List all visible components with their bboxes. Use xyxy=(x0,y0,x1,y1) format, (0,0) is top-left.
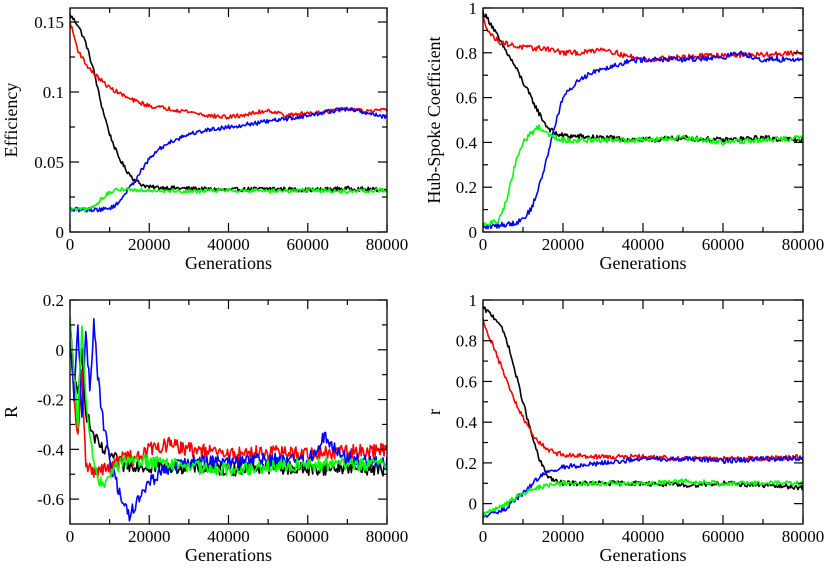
series-line-green xyxy=(70,187,387,213)
x-tick-label: 80000 xyxy=(366,235,409,254)
x-axis-title: Generations xyxy=(600,253,687,273)
series-line-blue xyxy=(483,455,803,518)
y-tick-label: 0 xyxy=(469,223,478,242)
x-axis-title: Generations xyxy=(185,545,272,565)
series-group xyxy=(70,13,387,213)
y-tick-label: -0.2 xyxy=(37,391,64,410)
y-tick-label: 0.4 xyxy=(456,133,478,152)
x-tick-label: 40000 xyxy=(207,235,250,254)
chart-panel-bottom-right: 0 20000 40000 60000 80000 0 0.2 0.4 0.6 0.8 1 Gener… xyxy=(424,291,824,565)
x-tick-label: 40000 xyxy=(622,527,665,546)
y-tick-label: 0.2 xyxy=(456,178,477,197)
series-line-red xyxy=(483,318,803,463)
series-line-red xyxy=(483,17,803,63)
series-line-red xyxy=(70,20,387,120)
x-tick-label: 60000 xyxy=(702,527,745,546)
y-tick-label: 0 xyxy=(469,495,478,514)
series-line-blue xyxy=(483,50,803,230)
y-tick-label: 0.2 xyxy=(456,454,477,473)
y-tick-label: 1 xyxy=(469,0,478,18)
x-tick-label: 80000 xyxy=(366,527,409,546)
x-tick-label: 20000 xyxy=(128,235,171,254)
plot-frame xyxy=(482,7,804,233)
x-axis-title: Generations xyxy=(185,253,272,273)
x-tick-label: 0 xyxy=(66,527,75,546)
x-axis-title: Generations xyxy=(600,545,687,565)
x-tick-label: 0 xyxy=(479,527,488,546)
chart-panel-bottom-left: 0 20000 40000 60000 80000 -0.6 -0.4 -0.2 0 0.2 Gen… xyxy=(1,291,408,565)
y-tick-label: 0 xyxy=(56,223,65,242)
y-tick-label: 0.2 xyxy=(43,291,64,310)
y-axis-title: r xyxy=(424,409,444,415)
x-tick-label: 40000 xyxy=(622,235,665,254)
series-line-red xyxy=(70,333,387,480)
chart-panel-top-right: 0 20000 40000 60000 80000 0 0.2 0.4 0.6 0.8 1 Gener… xyxy=(424,0,824,273)
series-line-blue xyxy=(70,317,387,522)
x-tick-label: 80000 xyxy=(782,527,825,546)
series-line-green xyxy=(483,124,803,227)
series-line-green xyxy=(70,315,387,489)
y-tick-label: 0 xyxy=(56,341,65,360)
y-tick-label: 0.8 xyxy=(456,332,477,351)
series-line-black xyxy=(483,10,803,144)
y-tick-label: 0.05 xyxy=(34,153,64,172)
x-tick-label: 60000 xyxy=(702,235,745,254)
y-axis-title: R xyxy=(1,406,21,418)
x-tick-label: 60000 xyxy=(287,235,330,254)
x-tick-label: 20000 xyxy=(128,527,171,546)
y-tick-label: -0.6 xyxy=(37,490,64,509)
x-tick-label: 40000 xyxy=(207,527,250,546)
series-group xyxy=(483,10,803,230)
x-tick-label: 60000 xyxy=(287,527,330,546)
series-line-green xyxy=(483,478,803,517)
x-tick-label: 0 xyxy=(66,235,75,254)
x-tick-label: 80000 xyxy=(782,235,825,254)
x-tick-label: 20000 xyxy=(542,527,585,546)
x-tick-label: 0 xyxy=(479,235,488,254)
series-group xyxy=(483,306,803,518)
y-tick-label: 1 xyxy=(469,291,478,310)
x-tick-label: 20000 xyxy=(542,235,585,254)
y-tick-label: 0.6 xyxy=(456,89,477,108)
chart-panel-top-left: 0 20000 40000 60000 80000 0 0.05 0.1 0.15 Generat… xyxy=(1,7,409,273)
y-tick-label: 0.1 xyxy=(43,83,64,102)
y-tick-label: 0.8 xyxy=(456,44,477,63)
series-line-black xyxy=(483,306,803,491)
y-axis-title: Efficiency xyxy=(1,83,21,158)
series-group xyxy=(70,315,387,522)
y-tick-label: 0.15 xyxy=(34,13,64,32)
y-tick-label: -0.4 xyxy=(37,440,64,459)
series-line-black xyxy=(70,13,387,193)
series-line-blue xyxy=(70,106,387,213)
plot-frame xyxy=(69,7,388,233)
y-axis-title: Hub-Spoke Coefficient xyxy=(424,36,444,203)
y-tick-label: 0.4 xyxy=(456,413,478,432)
y-tick-label: 0.6 xyxy=(456,372,477,391)
